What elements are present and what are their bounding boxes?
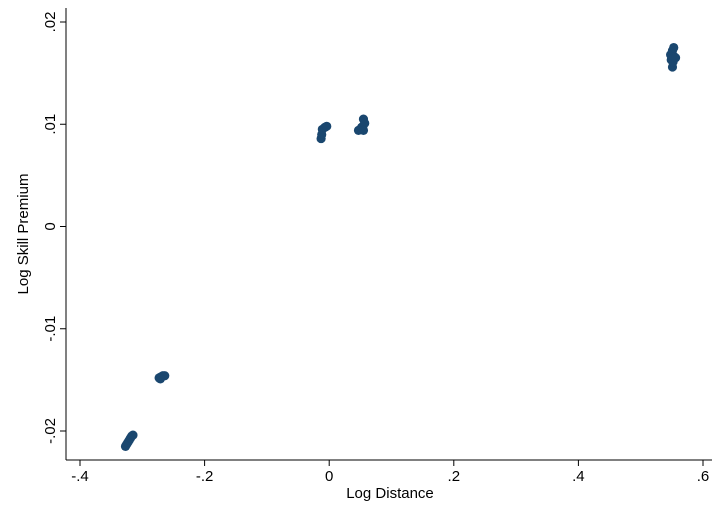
scatter-point xyxy=(128,430,138,440)
x-tick-label: .4 xyxy=(572,468,585,485)
scatter-point xyxy=(670,53,681,63)
x-tick-label: .2 xyxy=(448,468,461,485)
x-tick-label: -.4 xyxy=(71,468,89,485)
y-tick-label: 0 xyxy=(42,222,59,230)
y-tick-label: -.01 xyxy=(42,316,59,342)
scatter-point xyxy=(358,125,369,135)
y-tick-label: .02 xyxy=(42,12,59,33)
y-axis-label: Log Skill Premium xyxy=(15,174,32,295)
x-axis-label: Log Distance xyxy=(346,485,434,502)
plot-area: -.4 -.2 0 .2 .4 .6 -.02 -.01 0 .01 .02 xyxy=(42,8,712,485)
scatter-point xyxy=(322,121,332,131)
x-tick-label: 0 xyxy=(325,468,333,485)
scatter-point xyxy=(360,118,370,128)
y-tick-label: -.02 xyxy=(42,418,59,444)
x-tick-label: .6 xyxy=(697,468,710,485)
scatter-point xyxy=(669,42,679,53)
scatter-point xyxy=(155,374,165,384)
x-tick-label: -.2 xyxy=(196,468,214,485)
y-tick-label: .01 xyxy=(42,114,59,135)
